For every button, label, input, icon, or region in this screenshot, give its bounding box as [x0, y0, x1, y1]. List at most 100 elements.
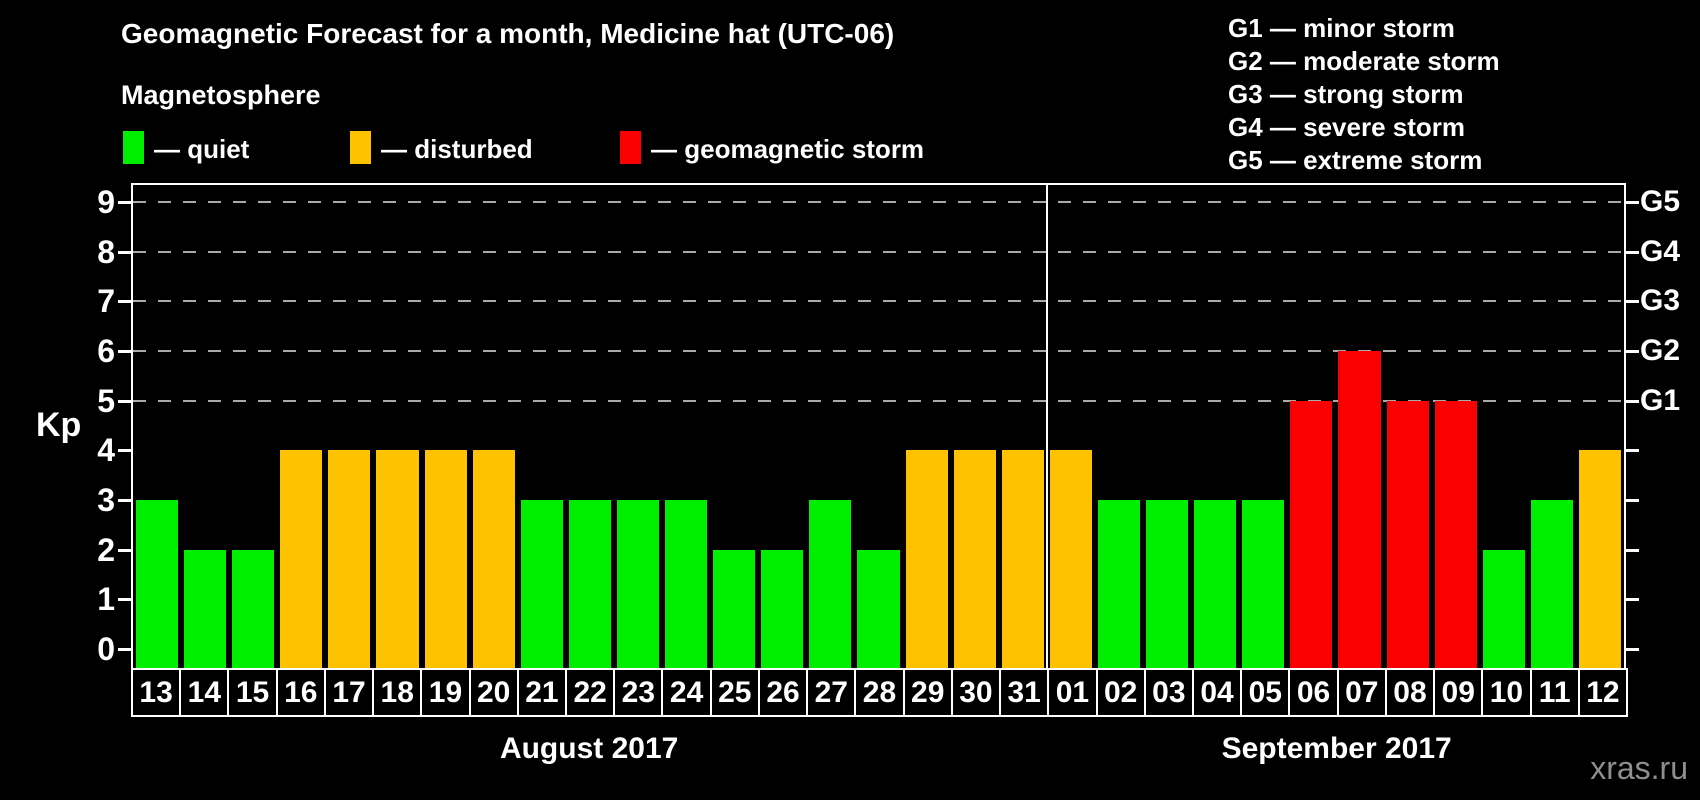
gridline-kp-7	[133, 300, 1624, 303]
gridline-kp-9	[133, 201, 1624, 203]
right-tick-kp-3	[1626, 499, 1639, 502]
right-tick-kp-8	[1626, 250, 1639, 254]
gridline-kp-6	[133, 350, 1624, 352]
kp-bar-day-20	[472, 450, 515, 668]
right-tick-kp-0	[1626, 648, 1639, 651]
kp-bar-day-03	[1146, 500, 1189, 668]
page-title: Geomagnetic Forecast for a month, Medici…	[121, 18, 895, 49]
kp-bar-day-22	[568, 500, 611, 668]
day-cell-09: 09	[1433, 668, 1484, 717]
storm-scale-legend: G1 — minor storm G2 — moderate storm G3 …	[1228, 12, 1500, 177]
right-axis-label-g2: G2	[1640, 334, 1681, 367]
right-axis-label-g5: G5	[1640, 185, 1681, 218]
kp-bar-day-10	[1482, 549, 1525, 668]
kp-bar-day-05	[1242, 500, 1285, 668]
left-tick-kp-6	[118, 350, 131, 353]
kp-bar-day-25	[713, 549, 756, 668]
day-cell-04: 04	[1191, 668, 1243, 717]
y-tick-label-2: 2	[97, 531, 115, 568]
day-cell-22: 22	[565, 668, 616, 717]
y-tick-label-5: 5	[97, 382, 115, 419]
day-cell-18: 18	[372, 668, 423, 717]
right-tick-kp-5	[1626, 399, 1639, 403]
y-tick-label-0: 0	[97, 631, 115, 667]
day-cell-19: 19	[420, 668, 471, 717]
right-tick-kp-4	[1626, 449, 1639, 453]
day-cell-30: 30	[950, 668, 1002, 717]
kp-bar-day-17	[328, 450, 371, 668]
left-tick-kp-1	[118, 598, 131, 602]
day-cell-21: 21	[516, 668, 568, 717]
g3-legend-line: G3 — strong storm	[1228, 79, 1464, 109]
day-cell-01: 01	[1047, 668, 1098, 717]
kp-bar-day-12	[1578, 450, 1621, 668]
day-cell-16: 16	[275, 668, 326, 717]
y-tick-label-6: 6	[97, 333, 115, 369]
day-cell-28: 28	[854, 668, 905, 717]
right-tick-kp-2	[1626, 548, 1639, 552]
kp-bar-chart-plot-area: 0 1 2 3 4 5 6 7 8 9 G1 G2 G3 G4 G5	[97, 183, 1680, 668]
day-cell-24: 24	[661, 668, 712, 717]
day-cell-15: 15	[227, 668, 278, 717]
kp-bar-day-31	[1001, 450, 1044, 668]
day-cell-31: 31	[999, 668, 1050, 717]
right-tick-kp-1	[1626, 598, 1639, 602]
quiet-color-swatch	[123, 131, 144, 164]
left-tick-kp-2	[118, 548, 131, 552]
g4-legend-line: G4 — severe storm	[1228, 112, 1466, 142]
day-cell-02: 02	[1095, 668, 1146, 717]
g1-legend-line: G1 — minor storm	[1228, 13, 1455, 43]
day-cell-26: 26	[757, 668, 809, 717]
kp-bar-day-19	[424, 450, 467, 668]
left-tick-kp-7	[118, 300, 131, 304]
magnetosphere-legend-title: Magnetosphere	[121, 80, 321, 110]
day-cell-08: 08	[1384, 668, 1436, 717]
day-cell-13: 13	[131, 668, 182, 717]
kp-bar-day-23	[616, 500, 660, 668]
month-label-august: August 2017	[499, 732, 679, 765]
day-cell-05: 05	[1240, 668, 1291, 717]
y-tick-label-4: 4	[97, 432, 115, 469]
kp-bar-day-27	[809, 500, 852, 668]
gridline-kp-5	[133, 399, 1624, 402]
day-cell-06: 06	[1288, 668, 1339, 717]
kp-bar-day-26	[761, 549, 804, 668]
y-tick-label-8: 8	[97, 233, 115, 270]
kp-bar-day-06	[1290, 400, 1333, 668]
kp-bar-day-02	[1097, 500, 1141, 668]
right-tick-kp-7	[1626, 300, 1639, 304]
kp-bar-day-14	[184, 549, 227, 668]
day-cell-27: 27	[806, 668, 857, 717]
day-cell-14: 14	[179, 668, 230, 717]
gridline-kp-8	[133, 250, 1624, 253]
storm-color-swatch	[620, 131, 641, 164]
y-tick-label-7: 7	[97, 283, 115, 320]
day-cell-23: 23	[613, 668, 664, 717]
kp-bar-day-18	[376, 450, 419, 668]
y-tick-label-9: 9	[97, 184, 115, 220]
kp-bar-day-21	[520, 500, 563, 668]
day-cell-10: 10	[1481, 668, 1532, 717]
day-cell-03: 03	[1143, 668, 1194, 717]
right-tick-kp-6	[1626, 350, 1639, 353]
kp-bar-day-16	[280, 450, 323, 668]
g2-legend-line: G2 — moderate storm	[1228, 46, 1500, 76]
disturbed-color-swatch	[350, 131, 371, 164]
month-labels-row: August 2017 September 2017	[131, 732, 1626, 772]
day-cell-29: 29	[902, 668, 953, 717]
quiet-legend-label: — quiet	[154, 134, 250, 164]
month-label-september: September 2017	[1221, 732, 1452, 765]
left-tick-kp-9	[118, 201, 131, 204]
left-tick-kp-0	[118, 648, 131, 651]
day-cell-17: 17	[323, 668, 375, 717]
y-tick-label-3: 3	[97, 482, 115, 518]
y-tick-label-1: 1	[97, 581, 115, 618]
month-separator-line	[1045, 185, 1048, 668]
left-tick-kp-5	[118, 399, 131, 403]
watermark: xras.ru	[1590, 750, 1688, 786]
day-cell-11: 11	[1529, 668, 1580, 717]
disturbed-legend-label: — disturbed	[381, 134, 533, 164]
right-axis-label-g3: G3	[1640, 284, 1681, 318]
kp-bar-day-29	[905, 450, 948, 668]
day-axis-row: 13 14 15 16 17 18 19 20 21 22 23 24 25 26 27 28 29 30 31 01…	[131, 668, 1628, 717]
